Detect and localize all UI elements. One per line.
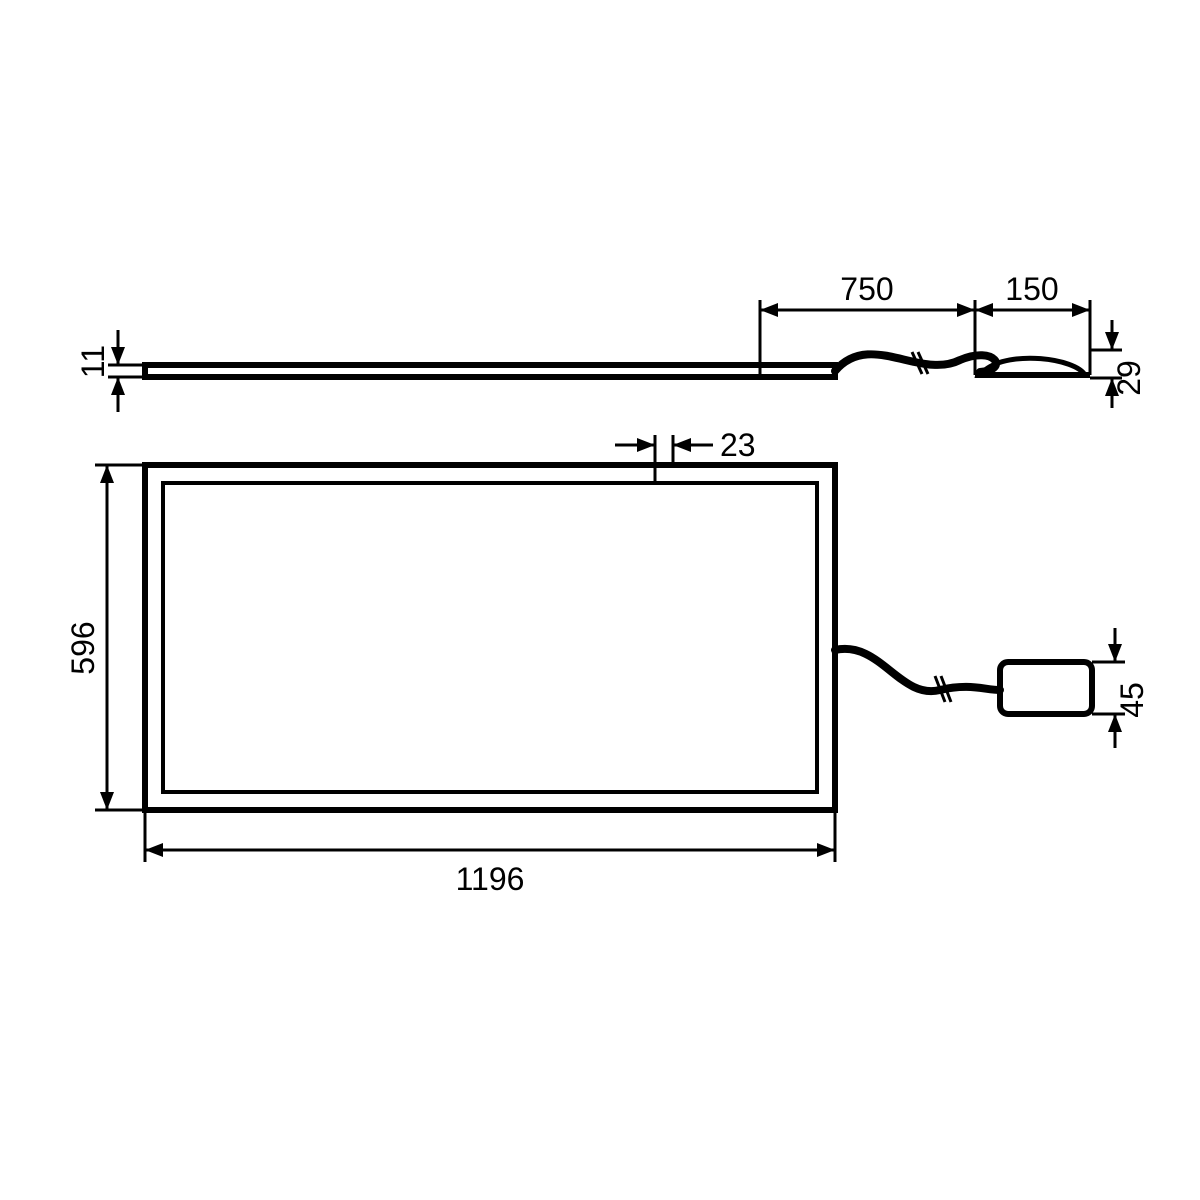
dimension-drawing: 11 750 150 29 [0, 0, 1200, 1200]
panel-front-view [145, 465, 835, 810]
dim-driver-height-top: 29 [1090, 320, 1147, 408]
dim-label-23: 23 [720, 427, 756, 463]
cable-top-view [835, 352, 996, 374]
driver-front-view [1000, 662, 1092, 714]
dim-label-11: 11 [75, 345, 111, 378]
dim-cable-length: 750 [760, 271, 975, 375]
dim-label-150: 150 [1005, 271, 1058, 307]
dim-label-29: 29 [1111, 360, 1147, 396]
dim-panel-width: 1196 [145, 810, 835, 897]
panel-side-profile [145, 365, 835, 377]
dim-label-596: 596 [65, 621, 101, 674]
dim-label-1196: 1196 [456, 861, 525, 897]
dim-label-750: 750 [840, 271, 893, 307]
cable-front-view [835, 649, 1000, 702]
dim-panel-thickness: 11 [75, 330, 145, 412]
dim-frame-inset: 23 [615, 427, 756, 483]
dim-label-45: 45 [1114, 682, 1150, 718]
dim-panel-height: 596 [65, 465, 145, 810]
dim-driver-box-height: 45 [1092, 628, 1150, 748]
